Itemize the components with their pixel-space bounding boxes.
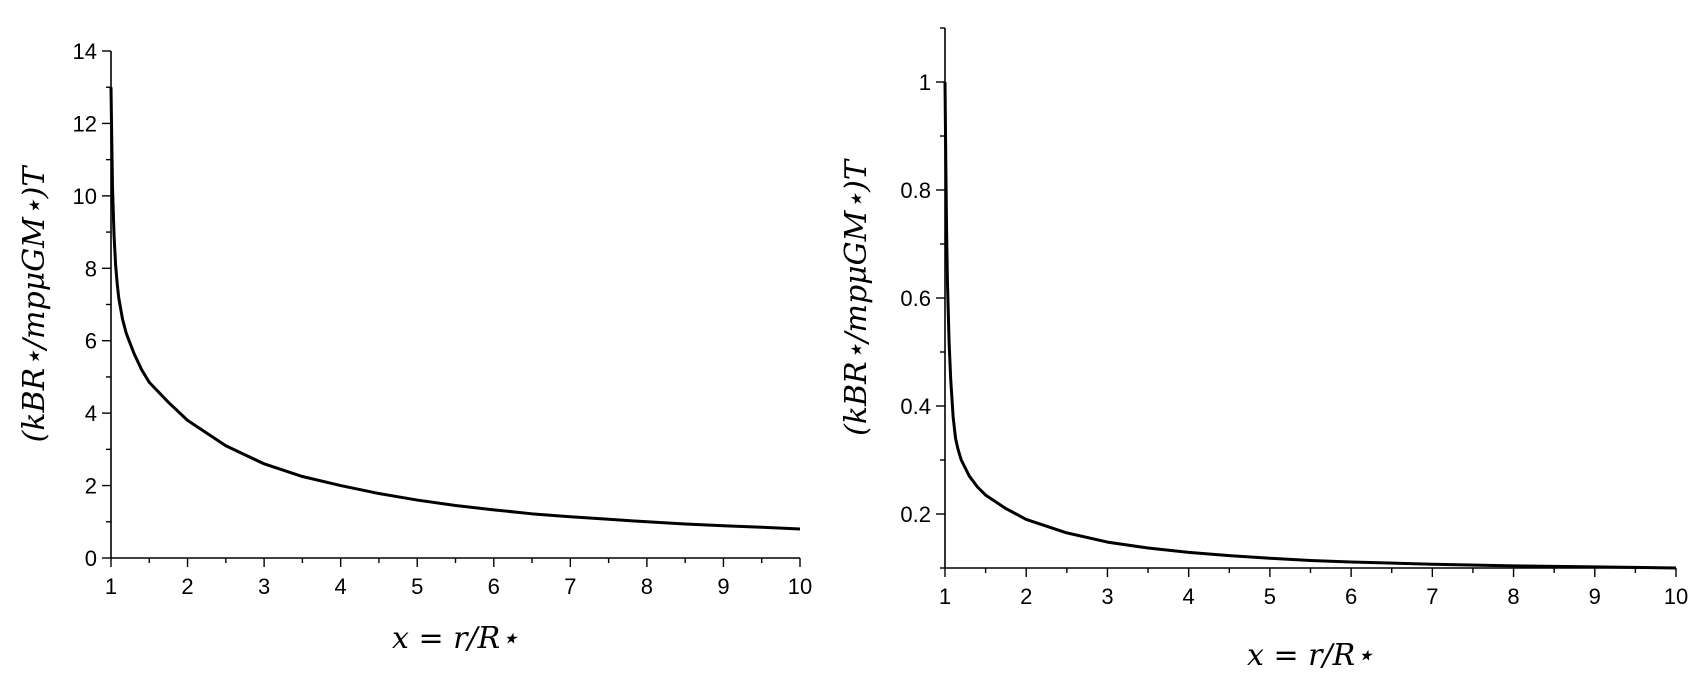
x-tick-label: 3	[1101, 584, 1113, 609]
x-tick-label: 6	[1345, 584, 1357, 609]
x-tick-label: 5	[1264, 584, 1276, 609]
y-tick-label: 0.4	[900, 394, 931, 419]
chart-2: 1 2 3 4 5 6 7 8 9 10 0.2 0.4 0.6 0.8 1 x = r/R⋆ (kBR⋆/mp…	[839, 27, 1688, 673]
y-tick-label: 14	[73, 39, 97, 64]
x-tick-label: 2	[1020, 584, 1032, 609]
y-tick-label: 0.2	[900, 502, 931, 527]
x-tick-label: 4	[335, 574, 347, 599]
x-axis-label: x = r/R⋆	[392, 621, 519, 656]
y-axis-label: (kBR⋆/mpμGM⋆)T	[839, 158, 874, 436]
x-tick-label: 5	[411, 574, 423, 599]
y-tick-label: 0.6	[900, 286, 931, 311]
series-line	[109, 87, 801, 531]
x-tick-label: 1	[939, 584, 951, 609]
x-tick-label: 9	[717, 574, 729, 599]
y-tick-label: 12	[73, 111, 97, 136]
x-tick-label: 1	[105, 574, 117, 599]
x-tick-label: 10	[788, 574, 812, 599]
y-tick-label: 10	[73, 184, 97, 209]
y-tick-label: 4	[85, 401, 97, 426]
y-tick-label: 6	[85, 329, 97, 354]
x-axis-label: x = r/R⋆	[1247, 638, 1374, 673]
y-tick-label: 1	[919, 70, 931, 95]
series-line	[943, 81, 1677, 570]
x-tick-label: 8	[1507, 584, 1519, 609]
x-tick-label: 2	[181, 574, 193, 599]
y-tick-label: 2	[85, 474, 97, 499]
x-tick-label: 6	[488, 574, 500, 599]
x-tick-label: 7	[564, 574, 576, 599]
x-tick-label: 9	[1589, 584, 1601, 609]
x-tick-label: 7	[1426, 584, 1438, 609]
x-tick-label: 8	[641, 574, 653, 599]
x-tick-label: 10	[1664, 584, 1688, 609]
y-tick-label: 0.8	[900, 178, 931, 203]
y-tick-label: 8	[85, 256, 97, 281]
y-axis-label: (kBR⋆/mpμGM⋆)T	[17, 165, 52, 443]
y-tick-label: 0	[85, 546, 97, 571]
x-tick-label: 4	[1183, 584, 1195, 609]
x-tick-label: 3	[258, 574, 270, 599]
